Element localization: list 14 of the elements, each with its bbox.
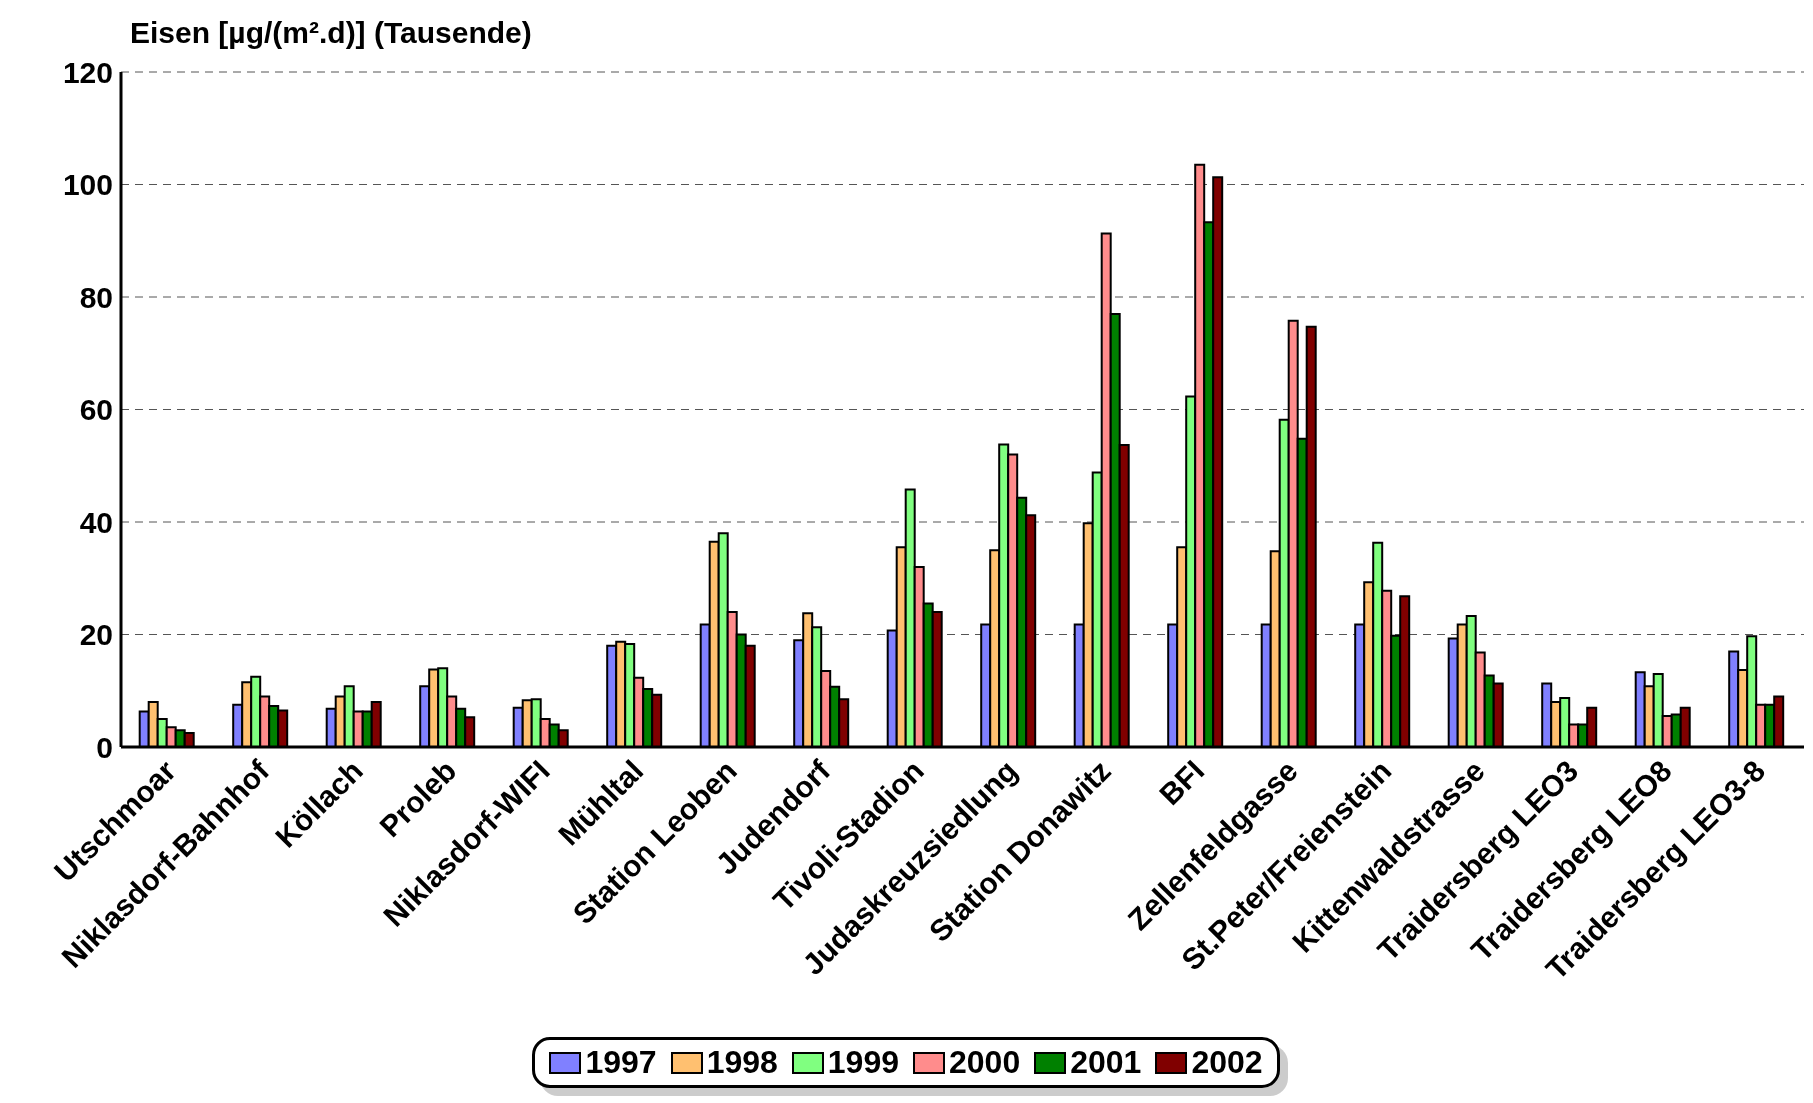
chart-title: Eisen [µg/(m².d)] (Tausende) xyxy=(130,16,532,50)
legend-label: 2001 xyxy=(1070,1044,1142,1081)
y-tick-label: 40 xyxy=(79,505,113,539)
legend-label: 2002 xyxy=(1191,1044,1263,1081)
legend-label: 1998 xyxy=(706,1044,778,1081)
legend-label: 2000 xyxy=(949,1044,1021,1081)
legend-label: 1999 xyxy=(827,1044,899,1081)
y-tick-label: 120 xyxy=(62,55,113,89)
y-tick-label: 100 xyxy=(62,168,113,202)
y-tick-label: 20 xyxy=(79,618,113,652)
y-tick-label: 80 xyxy=(79,280,113,314)
y-tick-label: 0 xyxy=(96,730,113,764)
legend-label: 1997 xyxy=(585,1044,657,1081)
y-tick-label: 60 xyxy=(79,393,113,427)
